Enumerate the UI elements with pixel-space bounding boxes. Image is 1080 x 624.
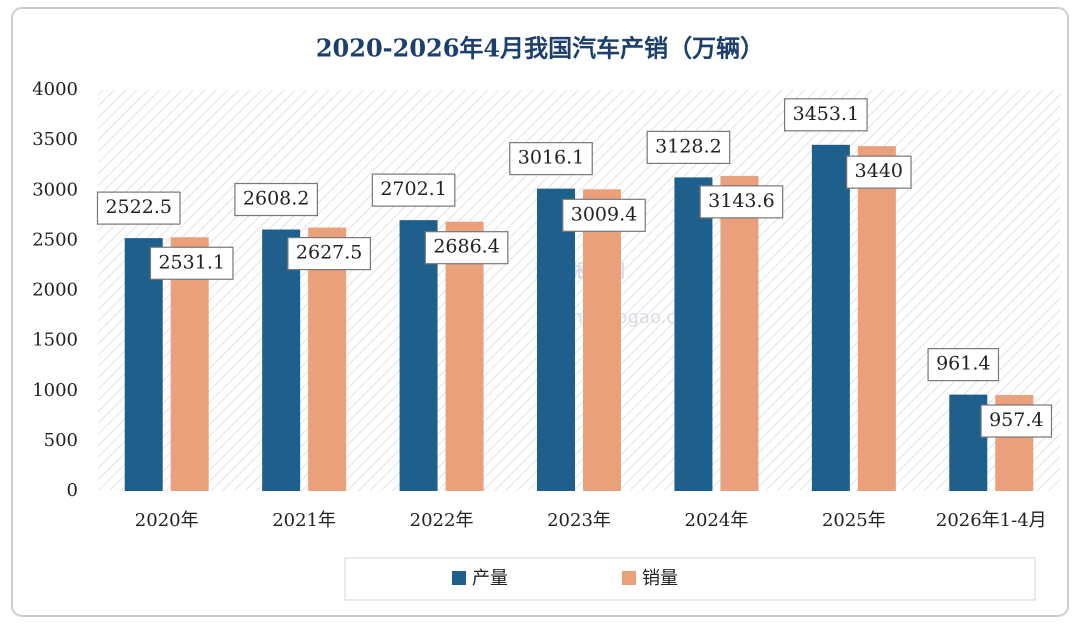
value-label-box	[562, 198, 646, 232]
y-tick-label: 4000	[32, 79, 78, 100]
legend-label: 销量	[642, 568, 678, 589]
chart-title: 2020-2026年4月我国汽车产销（万辆）	[316, 34, 764, 63]
value-label-box	[509, 142, 593, 176]
value-label: 961.4	[936, 353, 990, 375]
x-tick-label: 2022年	[410, 510, 474, 531]
y-tick-label: 1000	[32, 380, 78, 401]
y-tick-label: 3500	[32, 129, 78, 150]
value-label-box	[96, 191, 181, 225]
bar	[445, 221, 484, 491]
bar	[399, 220, 438, 491]
legend-swatch	[452, 571, 466, 585]
x-tick-label: 2021年	[272, 510, 336, 531]
y-tick-label: 500	[44, 430, 78, 451]
bar	[811, 144, 850, 491]
value-label-box	[287, 236, 371, 271]
bar	[674, 177, 713, 491]
y-tick-label: 2000	[32, 280, 78, 301]
value-label: 3453.1	[793, 103, 859, 125]
value-label: 3128.2	[655, 135, 721, 157]
legend-swatch	[622, 571, 636, 585]
y-tick-label: 2500	[32, 229, 78, 250]
value-label: 2702.1	[380, 178, 446, 200]
legend-box	[344, 557, 1036, 601]
value-label: 2522.5	[105, 196, 171, 218]
value-label-box	[371, 173, 456, 207]
bar	[720, 175, 759, 491]
value-label-box	[646, 130, 731, 164]
value-label-box	[846, 155, 912, 189]
value-label: 2531.1	[158, 251, 224, 273]
value-label: 2627.5	[296, 242, 362, 264]
legend-label: 产量	[472, 568, 508, 589]
value-label: 957.4	[989, 409, 1043, 431]
y-tick-label: 3000	[32, 179, 78, 200]
value-label-box	[234, 182, 318, 217]
value-label-box	[424, 231, 509, 265]
y-tick-label: 1500	[32, 330, 78, 351]
value-label-box	[699, 185, 784, 219]
value-label: 3009.4	[571, 203, 637, 225]
x-tick-label: 2026年1-4月	[936, 510, 1047, 531]
value-label: 3016.1	[518, 147, 584, 169]
x-tick-label: 2025年	[822, 510, 886, 531]
y-tick-label: 0	[67, 480, 78, 501]
value-label-box	[149, 246, 234, 280]
bar	[537, 188, 575, 491]
value-label: 2608.2	[243, 188, 309, 210]
x-tick-label: 2024年	[685, 510, 749, 531]
value-label: 3143.6	[708, 190, 774, 212]
bar	[857, 146, 896, 491]
value-label-box	[980, 404, 1053, 438]
value-label-box	[784, 98, 868, 132]
value-label-box	[927, 348, 1000, 382]
bar	[308, 227, 347, 491]
bar	[583, 189, 621, 491]
x-tick-label: 2020年	[135, 510, 199, 531]
value-label: 3440	[855, 160, 903, 182]
value-label: 2686.4	[433, 236, 499, 258]
x-tick-label: 2023年	[547, 510, 611, 531]
bar	[124, 238, 163, 491]
bar	[262, 229, 301, 491]
